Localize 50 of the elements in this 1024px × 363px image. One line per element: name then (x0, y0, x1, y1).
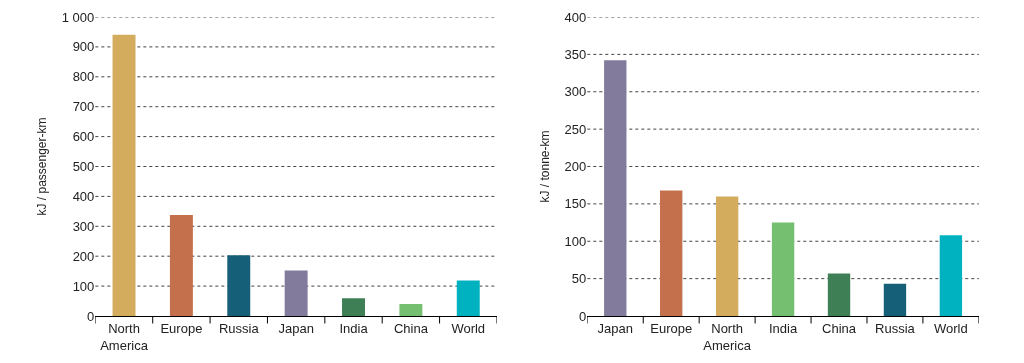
y-tick-label: 500 (72, 159, 95, 175)
x-tick-label: World (934, 320, 968, 336)
bar (399, 304, 423, 316)
bar (456, 280, 480, 316)
bar (112, 34, 136, 316)
y-tick-label: 900 (72, 39, 95, 55)
x-tick-label: India (339, 320, 369, 336)
x-tick-label: North America (100, 320, 149, 353)
bar (771, 222, 795, 316)
y-tick-label: 300 (564, 84, 587, 100)
x-tick-label: North America (703, 320, 752, 353)
y-tick-label: 600 (72, 129, 95, 145)
y-tick-label: 800 (72, 69, 95, 85)
x-tick-label: Japan (278, 320, 314, 336)
y-tick-label: 200 (564, 159, 587, 175)
y-tick-label: 400 (72, 188, 95, 204)
bar (883, 283, 907, 316)
bar (604, 60, 627, 316)
x-tick-label: Europe (650, 320, 693, 336)
bar (660, 190, 683, 316)
bar (715, 196, 739, 316)
bar (227, 255, 251, 316)
x-tick-label: Europe (160, 320, 203, 336)
x-tick-label: World (451, 320, 486, 336)
bar (827, 273, 851, 316)
bar (342, 298, 365, 316)
x-tick-label: Russia (875, 320, 916, 336)
x-tick-label: Japan (597, 320, 633, 336)
bar (169, 214, 193, 316)
y-tick-label: 100 (564, 233, 587, 249)
y-tick-label: 0 (87, 308, 95, 324)
y-tick-label: 300 (72, 218, 95, 234)
x-tick-label: Russia (218, 320, 260, 336)
y-tick-label: 200 (72, 248, 95, 264)
x-tick-label: China (393, 320, 429, 336)
x-tick-label: India (768, 320, 798, 336)
y-tick-label: 350 (564, 46, 587, 62)
y-axis-title: kJ / tonne-km (537, 130, 552, 203)
y-tick-label: 150 (564, 196, 587, 212)
y-tick-label: 0 (579, 308, 587, 324)
y-tick-label: 1 000 (61, 9, 95, 25)
y-tick-label: 700 (72, 99, 95, 115)
bar (939, 235, 963, 316)
y-tick-label: 100 (72, 278, 95, 294)
y-tick-label: 50 (571, 271, 587, 287)
y-tick-label: 400 (564, 9, 587, 25)
y-tick-label: 250 (564, 121, 587, 137)
y-axis-title: kJ / passenger-km (35, 117, 50, 216)
x-tick-label: China (822, 320, 857, 336)
bar (284, 270, 308, 316)
